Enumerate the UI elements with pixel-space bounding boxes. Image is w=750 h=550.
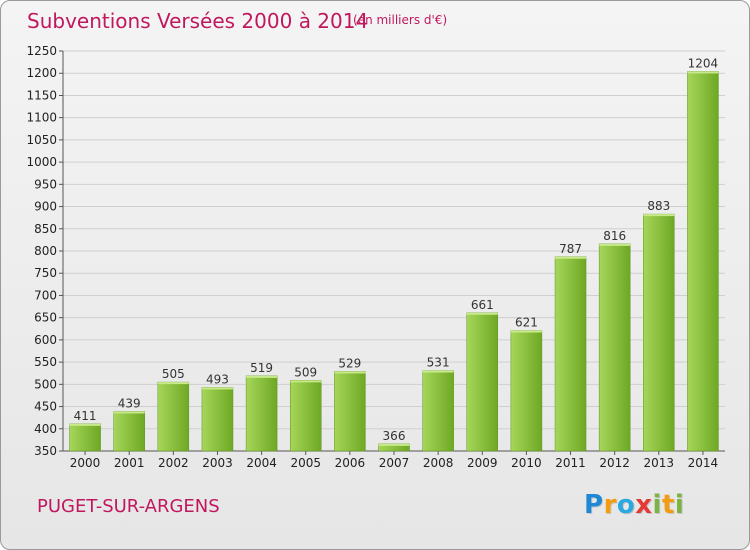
logo-letter: r <box>603 490 617 520</box>
data-label: 366 <box>383 429 406 443</box>
labels: 411 2000 439 2001 505 2002 493 2003 519 2004 509 20… <box>70 56 718 470</box>
y-tick-label: 900 <box>34 200 57 214</box>
x-tick-label: 2014 <box>688 456 719 470</box>
y-tick-label: 700 <box>34 288 57 302</box>
y-tick-label: 1200 <box>26 66 57 80</box>
bar-highlight <box>157 382 189 385</box>
data-label: 529 <box>338 356 361 370</box>
bar-highlight <box>599 243 631 246</box>
chart-title: Subventions Versées 2000 à 2014 <box>27 9 369 33</box>
data-label: 661 <box>471 298 494 312</box>
x-tick-label: 2011 <box>555 456 586 470</box>
bar <box>687 71 719 452</box>
data-label: 411 <box>74 409 97 423</box>
data-label: 621 <box>515 316 538 330</box>
bars <box>69 71 719 452</box>
logo-letter: i <box>674 490 685 520</box>
bar-highlight <box>510 330 542 333</box>
data-label: 509 <box>294 365 317 379</box>
bar <box>554 256 587 452</box>
logo-letter: i <box>652 490 662 520</box>
bar <box>113 411 145 452</box>
data-label: 883 <box>647 199 670 213</box>
y-tick-label: 1250 <box>26 44 57 58</box>
x-tick-label: 2001 <box>114 456 145 470</box>
x-tick-label: 2006 <box>335 456 366 470</box>
bar <box>245 375 278 452</box>
x-tick-label: 2009 <box>467 456 498 470</box>
y-tick-label: 350 <box>34 444 57 458</box>
data-label: 505 <box>162 367 185 381</box>
data-label: 439 <box>118 396 141 410</box>
bar <box>466 312 499 452</box>
data-label: 787 <box>559 242 582 256</box>
x-tick-label: 2004 <box>246 456 277 470</box>
bar <box>69 423 101 452</box>
bar-highlight <box>643 214 675 217</box>
y-tick-label: 800 <box>34 244 57 258</box>
y-tick-label: 750 <box>34 266 57 280</box>
y-tick-label: 1100 <box>26 111 57 125</box>
y-tick-label: 600 <box>34 333 57 347</box>
bar-highlight <box>378 443 410 446</box>
commune-name: PUGET-SUR-ARGENS <box>37 496 220 517</box>
x-tick-label: 2000 <box>70 456 101 470</box>
y-tick-label: 500 <box>34 377 57 391</box>
x-tick-label: 2010 <box>511 456 542 470</box>
bar-highlight <box>113 411 145 414</box>
y-tick-label: 450 <box>34 400 57 414</box>
axes: 350 400 450 500 550 600 650 700 750 800 850 900 950 1… <box>26 44 725 458</box>
x-tick-label: 2008 <box>423 456 454 470</box>
bar <box>598 243 631 452</box>
x-tick-label: 2005 <box>290 456 321 470</box>
bar <box>334 371 366 452</box>
bar-highlight <box>466 312 498 315</box>
bar <box>289 380 322 452</box>
x-tick-label: 2002 <box>158 456 189 470</box>
data-label: 493 <box>206 372 229 386</box>
bar <box>201 387 234 452</box>
bar-highlight <box>334 371 366 374</box>
proxiti-logo: Proxiti <box>584 490 684 520</box>
bar <box>510 330 543 452</box>
x-tick-label: 2013 <box>644 456 675 470</box>
logo-letter: t <box>661 490 675 520</box>
data-label: 1204 <box>688 56 719 70</box>
unit-note: (en milliers d'€) <box>353 13 448 27</box>
y-tick-label: 1050 <box>26 133 57 147</box>
bar <box>157 381 190 452</box>
y-tick-label: 400 <box>34 422 57 436</box>
bar-highlight <box>69 423 101 426</box>
x-tick-label: 2003 <box>202 456 233 470</box>
bar-highlight <box>687 71 719 74</box>
y-tick-label: 550 <box>34 355 57 369</box>
logo-letter: P <box>584 490 604 520</box>
y-tick-label: 650 <box>34 311 57 325</box>
logo-letter: o <box>616 490 636 520</box>
data-label: 531 <box>427 356 450 370</box>
x-tick-label: 2007 <box>379 456 410 470</box>
y-tick-label: 850 <box>34 222 57 236</box>
logo-letter: x <box>635 490 653 520</box>
bar-highlight <box>246 375 278 378</box>
bar-highlight <box>555 256 587 259</box>
y-tick-label: 1000 <box>26 155 57 169</box>
data-label: 519 <box>250 361 273 375</box>
bar-highlight <box>422 370 454 373</box>
data-label: 816 <box>603 229 626 243</box>
x-tick-label: 2012 <box>599 456 630 470</box>
bar <box>643 213 675 452</box>
bar <box>422 370 454 452</box>
bar-highlight <box>290 380 322 383</box>
bar-highlight <box>201 387 233 390</box>
y-tick-label: 950 <box>34 177 57 191</box>
y-tick-label: 1150 <box>26 88 57 102</box>
